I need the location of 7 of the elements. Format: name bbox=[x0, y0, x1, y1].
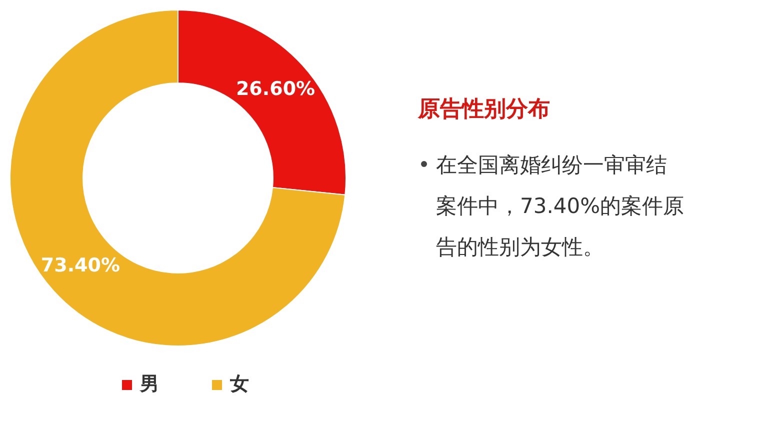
text: 原告性别分布 bbox=[417, 97, 550, 122]
data-label: 26.60% bbox=[236, 78, 316, 100]
data-label: 73.40% bbox=[40, 254, 120, 276]
legend-label: 女 bbox=[229, 373, 249, 396]
donut-slice bbox=[10, 10, 346, 346]
text: 在全国离婚纠纷一审审结案件中，73.40%的案件原告的性别为女性。 bbox=[436, 153, 684, 259]
legend-label: 男 bbox=[139, 373, 159, 396]
